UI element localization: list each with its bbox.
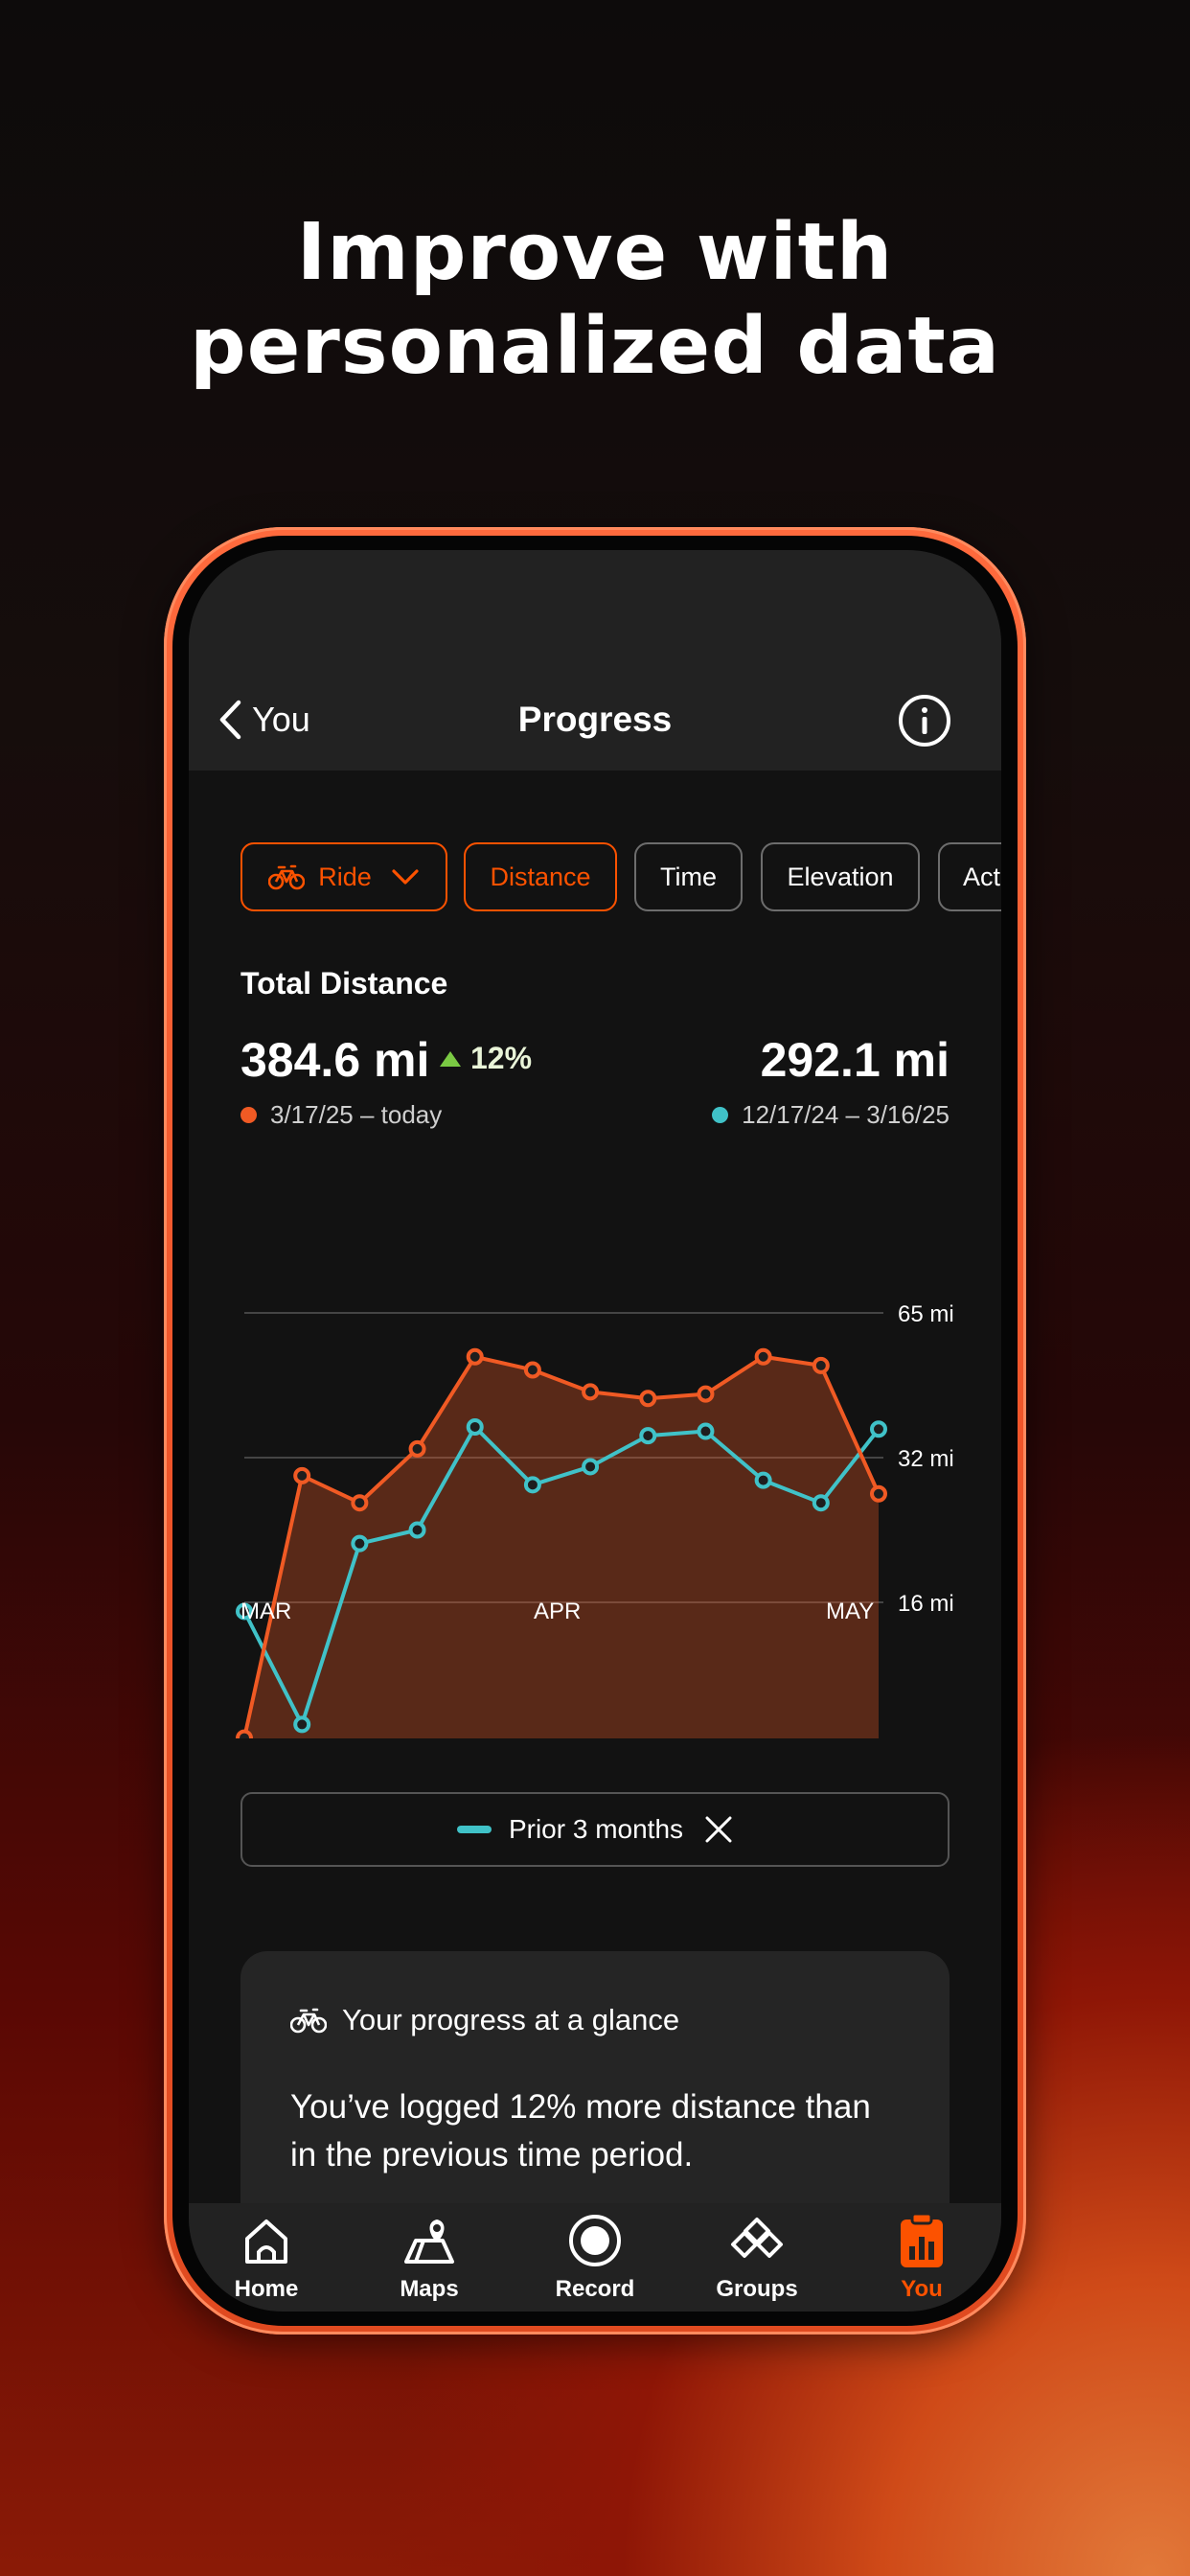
data-point — [870, 1484, 887, 1503]
data-point — [466, 1347, 484, 1366]
x-tick-label: MAR — [240, 1598, 291, 1624]
current-total: 384.6 mi — [240, 1033, 430, 1087]
data-point — [754, 1471, 772, 1489]
you-icon — [901, 2212, 943, 2267]
tab-home-label: Home — [234, 2276, 299, 2302]
sport-filter-label: Ride — [318, 862, 372, 891]
chip-activities[interactable]: Act — [938, 842, 1001, 911]
data-point — [293, 1466, 311, 1484]
maps-icon — [404, 2220, 454, 2264]
chevron-left-icon — [219, 700, 241, 740]
data-point — [582, 1383, 600, 1401]
data-point — [236, 1729, 253, 1738]
data-point — [466, 1417, 484, 1436]
tab-record[interactable]: Record — [523, 2211, 667, 2303]
current-range: 3/17/25 – today — [240, 1100, 442, 1130]
bike-icon — [268, 864, 306, 890]
data-point — [697, 1422, 715, 1440]
headline: Improve with personalized data — [0, 206, 1190, 394]
bike-icon — [290, 2008, 327, 2034]
data-point — [812, 1494, 830, 1512]
glance-header: Your progress at a glance — [290, 2003, 679, 2037]
current-range-label: 3/17/25 – today — [270, 1100, 443, 1129]
prior-period-label: Prior 3 months — [508, 1814, 684, 1844]
data-point — [351, 1494, 369, 1512]
chip-time[interactable]: Time — [634, 842, 743, 911]
tab-you[interactable]: You — [850, 2211, 994, 2303]
headline-line-1: Improve with — [296, 207, 894, 298]
info-button[interactable] — [898, 694, 951, 748]
data-point — [639, 1427, 657, 1445]
data-point — [523, 1476, 541, 1494]
prior-range: 12/17/24 – 3/16/25 — [712, 1100, 950, 1130]
y-tick-label: 0 mi — [898, 1736, 941, 1738]
current-dot-icon — [240, 1107, 257, 1123]
y-tick-label: 16 mi — [898, 1591, 954, 1617]
tab-home[interactable]: Home — [195, 2211, 338, 2303]
glance-title: Your progress at a glance — [342, 2003, 680, 2036]
data-point — [639, 1390, 657, 1408]
current-series-line — [242, 1354, 881, 1738]
y-tick-label: 65 mi — [898, 1301, 954, 1327]
chip-elevation[interactable]: Elevation — [761, 842, 920, 911]
chip-activities-label: Act — [963, 862, 1001, 891]
distance-chart[interactable]: 0 mi 16 mi 32 mi 65 mi MAR APR MAY — [189, 1183, 1001, 1738]
change-value: 12% — [470, 1041, 533, 1075]
progress-glance-card: Your progress at a glance You’ve logged … — [240, 1951, 950, 2239]
current-area — [244, 1356, 879, 1738]
data-point — [812, 1356, 830, 1374]
back-button[interactable]: You — [217, 696, 310, 744]
tab-bar: Home Maps Record — [189, 2203, 1001, 2312]
tab-maps-label: Maps — [400, 2276, 459, 2302]
info-icon — [899, 695, 950, 747]
tab-groups-label: Groups — [716, 2276, 798, 2302]
data-point — [697, 1385, 715, 1403]
chip-distance-label: Distance — [490, 862, 591, 891]
chevron-down-icon — [392, 869, 419, 885]
data-point — [236, 1602, 253, 1621]
filter-chips: Ride Distance Time Elevation Act — [240, 842, 1001, 913]
tab-you-label: You — [901, 2276, 943, 2302]
data-point — [870, 1420, 887, 1438]
groups-icon — [731, 2218, 783, 2258]
glance-body: You’ve logged 12% more distance than in … — [290, 2088, 871, 2174]
data-point — [754, 1347, 772, 1366]
change-badge: 12% — [440, 1041, 532, 1076]
tab-groups[interactable]: Groups — [685, 2211, 829, 2303]
prior-series-line — [242, 1424, 881, 1727]
nav-bar: You Progress — [189, 665, 1001, 770]
prior-dot-icon — [712, 1107, 729, 1123]
data-point — [408, 1439, 426, 1458]
prior-swatch-icon — [456, 1826, 492, 1833]
data-point — [582, 1458, 600, 1476]
close-icon[interactable] — [704, 1815, 733, 1844]
increase-arrow-icon — [440, 1050, 461, 1067]
chip-time-label: Time — [660, 862, 717, 891]
data-point — [523, 1361, 541, 1379]
x-tick-label: APR — [534, 1598, 581, 1624]
back-label: You — [252, 700, 310, 739]
data-point — [351, 1534, 369, 1552]
chip-elevation-label: Elevation — [787, 862, 894, 891]
phone-screen: You Progress Ride — [189, 550, 1001, 2312]
y-tick-label: 32 mi — [898, 1446, 954, 1472]
page-title: Progress — [517, 700, 673, 739]
section-title: Total Distance — [240, 966, 448, 1000]
tab-record-label: Record — [555, 2276, 635, 2302]
chip-distance[interactable]: Distance — [464, 842, 617, 911]
data-point — [293, 1715, 311, 1734]
tab-maps[interactable]: Maps — [357, 2211, 501, 2303]
record-icon — [569, 2215, 621, 2266]
prior-period-toggle[interactable]: Prior 3 months — [240, 1792, 950, 1867]
prior-total: 292.1 mi — [760, 1033, 950, 1087]
headline-line-2: personalized data — [190, 301, 1000, 392]
data-point — [408, 1521, 426, 1539]
x-tick-label: MAY — [826, 1598, 874, 1624]
prior-range-label: 12/17/24 – 3/16/25 — [742, 1100, 950, 1129]
sport-filter-chip[interactable]: Ride — [240, 842, 447, 911]
home-icon — [245, 2220, 287, 2264]
